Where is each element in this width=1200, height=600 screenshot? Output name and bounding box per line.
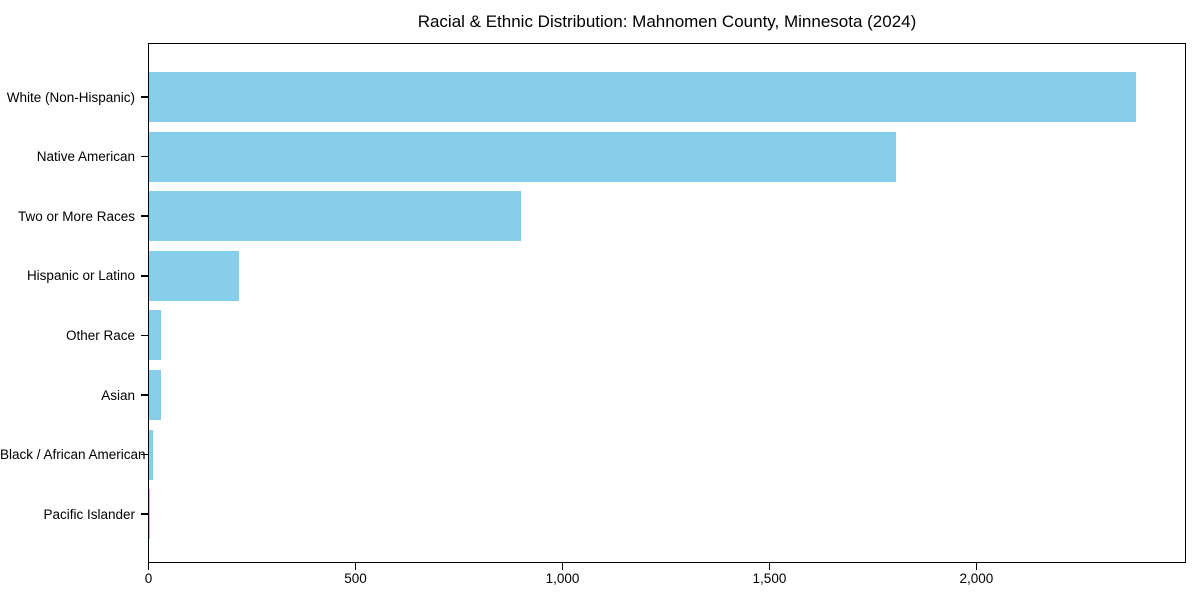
bar-asian [148, 370, 161, 420]
category-label-native-american: Native American [36, 149, 135, 165]
x-tick-mark [561, 562, 564, 570]
bar-hispanic-or-latino [148, 250, 239, 301]
y-tick-mark [141, 215, 149, 217]
x-tick-label: 500 [344, 571, 367, 586]
x-tick-label: 1,500 [752, 571, 787, 586]
chart-title: Racial & Ethnic Distribution: Mahnomen C… [417, 12, 917, 31]
y-tick-mark [141, 513, 149, 515]
y-tick-mark [141, 453, 149, 456]
bar-two-or-more-races [148, 191, 522, 242]
y-tick-mark [141, 394, 149, 396]
x-tick-label: 0 [144, 571, 153, 586]
category-label-hispanic-or-latino: Hispanic or Latino [26, 268, 135, 284]
bar-black-african-american [148, 429, 153, 480]
x-tick-label: 2,000 [959, 571, 994, 586]
category-label-white-non-hispanic: White (Non-Hispanic) [6, 89, 135, 105]
category-label-asian: Asian [101, 387, 135, 403]
x-tick-mark [768, 562, 771, 570]
y-tick-mark [141, 96, 149, 98]
category-label-two-or-more-races: Two or More Races [17, 208, 135, 224]
y-tick-mark [141, 275, 149, 277]
y-tick-mark [141, 334, 149, 337]
category-label-black-african-american: Black / African American [0, 447, 146, 463]
category-label-other-race: Other Race [65, 327, 135, 343]
x-tick-label: 1,000 [545, 571, 580, 586]
bar-native-american [148, 131, 896, 182]
category-label-pacific-islander: Pacific Islander [43, 506, 135, 522]
bar-white-non-hispanic [148, 72, 1136, 122]
x-tick-mark [147, 562, 150, 570]
bar-other-race [148, 310, 162, 361]
x-tick-mark [975, 562, 978, 570]
x-tick-mark [354, 562, 357, 570]
plot-frame [148, 43, 1186, 563]
y-tick-mark [141, 155, 149, 158]
